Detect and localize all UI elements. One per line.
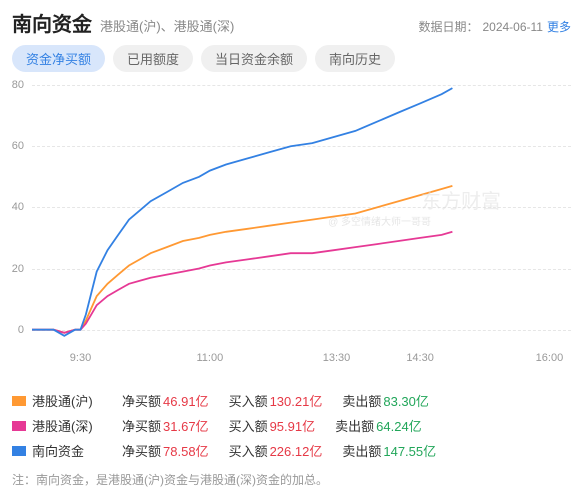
date-label: 数据日期：: [418, 18, 478, 35]
y-tick: 80: [12, 79, 24, 91]
date-value: 2024-06-11: [482, 20, 543, 34]
legend-sell-value: 83.30亿: [383, 391, 429, 410]
legend-swatch: [12, 421, 26, 431]
footnote: 注：南向资金，是港股通(沪)资金与港股通(深)资金的加总。: [0, 467, 583, 496]
legend-buy-value: 95.91亿: [270, 416, 316, 435]
legend-row: 南向资金净买额78.58亿 买入额226.12亿卖出额147.55亿: [12, 438, 571, 463]
series-line: [32, 232, 452, 333]
legend-netbuy-value: 31.67亿: [163, 416, 209, 435]
chart-plot: 东方财富 @ 多空情绪大师一哥哥: [32, 85, 571, 345]
y-tick: 0: [18, 324, 24, 336]
y-tick: 60: [12, 140, 24, 152]
legend-netbuy-label: 净买额: [122, 416, 161, 435]
y-axis: 0 20 40 60 80: [0, 80, 28, 350]
page-subtitle: 港股通(沪)、港股通(深): [100, 16, 418, 35]
y-tick: 20: [12, 263, 24, 275]
tab-3[interactable]: 南向历史: [315, 45, 395, 72]
legend-row: 港股通(沪)净买额46.91亿 买入额130.21亿卖出额83.30亿: [12, 388, 571, 413]
legend-name: 南向资金: [32, 441, 122, 460]
legend-netbuy-value: 46.91亿: [163, 391, 209, 410]
more-link[interactable]: 更多: [547, 18, 571, 35]
legend-row: 港股通(深)净买额31.67亿 买入额95.91亿卖出额64.24亿: [12, 413, 571, 438]
x-axis: 9:30 11:00 13:30 14:30 16:00: [32, 352, 571, 372]
legend-buy-label: 买入额: [229, 391, 268, 410]
legend-sell-value: 64.24亿: [376, 416, 422, 435]
x-tick: 13:30: [323, 352, 351, 364]
legend-sell-value: 147.55亿: [383, 441, 436, 460]
tab-2[interactable]: 当日资金余额: [201, 45, 307, 72]
legend-sell-label: 卖出额: [335, 416, 374, 435]
legend-swatch: [12, 396, 26, 406]
chart-area: 0 20 40 60 80 东方财富 @ 多空情绪大师一哥哥 9:30 11:00 13:3…: [0, 80, 583, 380]
legend-buy-value: 226.12亿: [270, 441, 323, 460]
x-tick: 11:00: [197, 352, 224, 364]
legend-buy-label: 买入额: [229, 416, 268, 435]
legend-swatch: [12, 446, 26, 456]
legend-table: 港股通(沪)净买额46.91亿买入额130.21亿卖出额83.30亿港股通(深)…: [0, 380, 583, 467]
tab-0[interactable]: 资金净买额: [12, 45, 105, 72]
y-tick: 40: [12, 201, 24, 213]
legend-buy-label: 买入额: [229, 441, 268, 460]
x-tick: 14:30: [406, 352, 434, 364]
x-tick: 16:00: [536, 352, 564, 364]
legend-netbuy-label: 净买额: [122, 391, 161, 410]
tab-1[interactable]: 已用额度: [113, 45, 193, 72]
legend-buy-value: 130.21亿: [270, 391, 323, 410]
page-title: 南向资金: [12, 8, 92, 37]
legend-netbuy-label: 净买额: [122, 441, 161, 460]
header: 南向资金 港股通(沪)、港股通(深) 数据日期： 2024-06-11 更多: [0, 0, 583, 41]
legend-name: 港股通(沪): [32, 391, 122, 410]
legend-sell-label: 卖出额: [342, 441, 381, 460]
x-tick: 9:30: [70, 352, 91, 364]
tab-bar: 资金净买额已用额度当日资金余额南向历史: [0, 41, 583, 80]
legend-name: 港股通(深): [32, 416, 122, 435]
legend-netbuy-value: 78.58亿: [163, 441, 209, 460]
legend-sell-label: 卖出额: [342, 391, 381, 410]
